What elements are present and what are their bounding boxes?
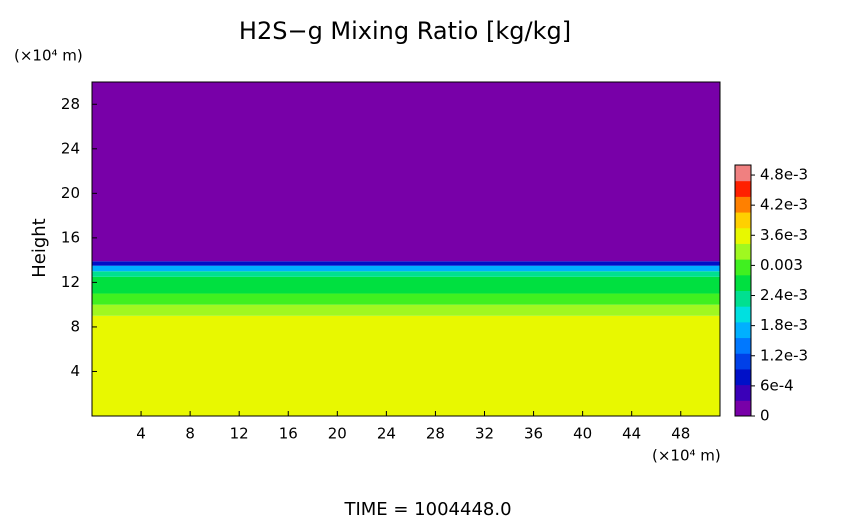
y-unit: (×10⁴ m): [14, 47, 83, 65]
y-tick-label: 24: [61, 139, 80, 157]
x-tick-label: 16: [279, 425, 298, 443]
x-tick-label: 44: [622, 425, 641, 443]
colorbar-segment: [735, 274, 751, 291]
colorbar-tick-label: 0: [760, 407, 770, 425]
colorbar-segment: [735, 290, 751, 307]
colorbar-segment: [735, 196, 751, 213]
y-tick-label: 12: [61, 273, 80, 291]
colorbar-tick-label: 1.2e-3: [760, 346, 808, 364]
x-tick-label: 48: [671, 425, 690, 443]
field-band: [92, 293, 720, 305]
colorbar-segment: [735, 165, 751, 182]
colorbar-segment: [735, 400, 751, 417]
field-band: [92, 261, 720, 266]
y-tick-label: 16: [61, 228, 80, 246]
colorbar-segment: [735, 384, 751, 401]
x-tick-label: 4: [136, 425, 146, 443]
colorbar-frame: [734, 164, 752, 417]
colorbar-segment: [735, 243, 751, 260]
colorbar-segment: [735, 337, 751, 354]
footer: TIME = 1004448.0: [343, 499, 511, 519]
colorbar-tick-label: 1.8e-3: [760, 316, 808, 334]
x-unit: (×10⁴ m): [652, 447, 721, 465]
colorbar-tick-label: 0.003: [760, 256, 803, 274]
colorbar-tick-label: 2.4e-3: [760, 286, 808, 304]
x-tick-label: 24: [377, 425, 396, 443]
x-tick-label: 20: [328, 425, 347, 443]
colorbar-segment: [735, 353, 751, 370]
x-tick-label: 12: [230, 425, 249, 443]
colorbar-segment: [735, 180, 751, 197]
field-band: [92, 271, 720, 277]
colorbar-segment: [735, 321, 751, 339]
colorbar-segment: [735, 306, 751, 323]
colorbar-segment: [735, 368, 751, 386]
x-tick-label: 40: [573, 425, 592, 443]
colorbar-segment: [735, 227, 751, 244]
x-tick-label: 28: [426, 425, 445, 443]
x-tick-label: 8: [185, 425, 195, 443]
colorbar-tick-label: 6e-4: [760, 376, 794, 394]
plot-frame: [91, 81, 721, 417]
field-band: [92, 304, 720, 316]
field-band: [92, 315, 720, 416]
y-tick-label: 28: [61, 95, 80, 113]
y-tick-label: 20: [61, 184, 80, 202]
colorbar-segment: [735, 212, 751, 229]
colorbar-tick-label: 4.2e-3: [760, 196, 808, 214]
chart-title: H2S−g Mixing Ratio [kg/kg]: [239, 17, 571, 45]
y-axis-label: Height: [29, 218, 50, 278]
field-band: [92, 82, 720, 262]
x-tick-label: 36: [524, 425, 543, 443]
field-band: [92, 265, 720, 272]
x-tick-label: 32: [475, 425, 494, 443]
colorbar-segment: [735, 259, 751, 276]
field-band: [92, 276, 720, 294]
colorbar-tick-label: 3.6e-3: [760, 226, 808, 244]
colorbar-tick-label: 4.8e-3: [760, 166, 808, 184]
y-tick-label: 8: [70, 317, 80, 335]
y-tick-label: 4: [70, 362, 80, 380]
